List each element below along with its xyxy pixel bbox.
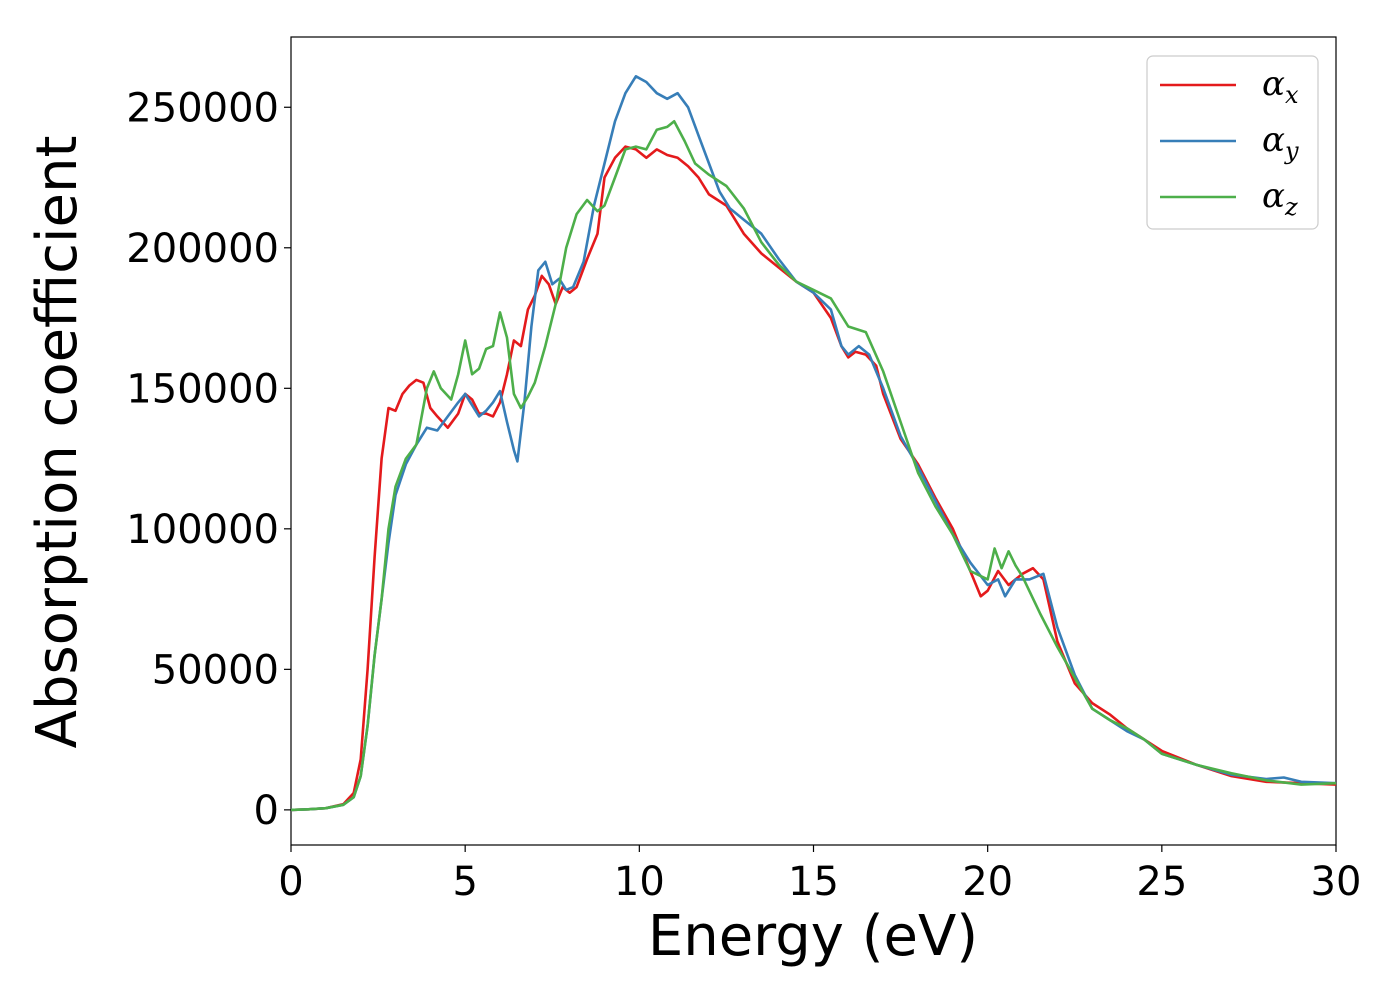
series-line-x — [290, 145, 1337, 812]
legend-label-x: αx — [1262, 64, 1299, 109]
legend-label-z: αz — [1262, 176, 1298, 221]
y-tick-label: 200000 — [126, 226, 279, 272]
x-tick-label: 30 — [1311, 859, 1362, 905]
y-tick-label: 150000 — [126, 366, 279, 412]
y-tick-label: 250000 — [126, 85, 279, 131]
x-tick-label: 15 — [788, 859, 839, 905]
y-tick-label: 50000 — [152, 647, 279, 693]
y-axis-title: Absorption coefficient — [25, 136, 90, 749]
legend: αx αy αz — [1146, 55, 1319, 230]
x-tick-label: 20 — [962, 859, 1013, 905]
x-axis-title: Energy (eV) — [648, 904, 978, 969]
series-line-z — [290, 120, 1337, 812]
y-tick-label: 0 — [254, 788, 279, 834]
x-axis-ticks: 0 5 10 15 20 25 30 — [278, 845, 1361, 905]
series-lines — [290, 75, 1337, 812]
x-tick-label: 5 — [452, 859, 477, 905]
series-line-y — [290, 75, 1337, 812]
y-tick-label: 100000 — [126, 507, 279, 553]
legend-box — [1146, 55, 1319, 230]
x-tick-label: 25 — [1136, 859, 1187, 905]
x-tick-label: 10 — [614, 859, 665, 905]
legend-label-y: αy — [1262, 120, 1299, 165]
x-tick-label: 0 — [278, 859, 303, 905]
y-axis-ticks: 0 50000 100000 150000 200000 250000 — [126, 85, 291, 834]
